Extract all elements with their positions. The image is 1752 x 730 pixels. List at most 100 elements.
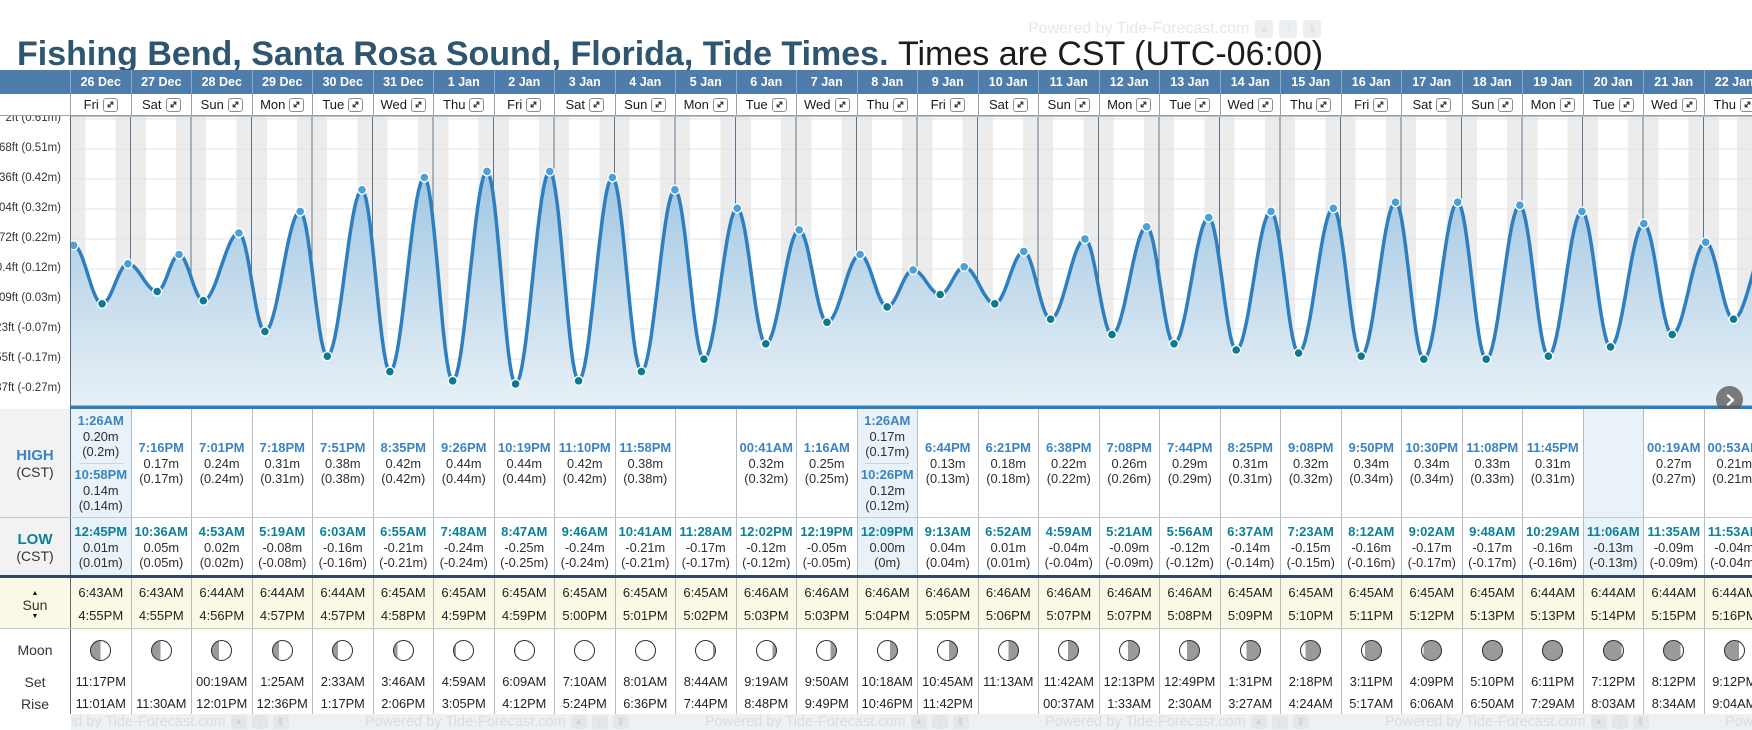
date-cell[interactable]: 27 Dec xyxy=(130,70,192,94)
date-cell[interactable]: 2 Jan xyxy=(493,70,555,94)
tide-height-m: 0.21m xyxy=(1716,455,1752,471)
expand-button[interactable] xyxy=(892,97,908,112)
tide-height-m: 0.32m xyxy=(748,455,785,471)
date-cell[interactable]: 13 Jan xyxy=(1159,70,1220,94)
date-cell[interactable]: 19 Jan xyxy=(1522,70,1583,94)
moon-cell xyxy=(796,629,857,671)
tide-height-paren: (-0.25m) xyxy=(500,555,549,570)
moonset-cell: 4:59AM xyxy=(433,670,494,693)
expand-button[interactable] xyxy=(1681,97,1697,112)
date-cell[interactable]: 29 Dec xyxy=(251,70,313,94)
expand-button[interactable] xyxy=(1739,97,1752,112)
low-dot xyxy=(989,298,1000,310)
tide-height-m: 0.04m xyxy=(929,539,966,555)
date-cell[interactable]: 31 Dec xyxy=(372,70,434,94)
tide-height-m: 0.32m xyxy=(1292,455,1329,471)
date-cell[interactable]: 22 Jan xyxy=(1703,70,1752,94)
date-cell[interactable]: 11 Jan xyxy=(1038,70,1099,94)
date-cell[interactable]: 10 Jan xyxy=(977,70,1039,94)
date-cell[interactable]: 14 Jan xyxy=(1219,70,1281,94)
moon-cell xyxy=(70,629,131,671)
day-name: Wed xyxy=(1227,97,1255,112)
moon-cell xyxy=(372,629,434,671)
expand-button[interactable] xyxy=(526,97,542,112)
day-cell: Sat xyxy=(977,94,1038,116)
expand-button[interactable] xyxy=(1436,97,1451,112)
expand-button[interactable] xyxy=(289,97,305,112)
tide-height-m: 0.02m xyxy=(203,539,240,555)
date-cell[interactable]: 5 Jan xyxy=(675,70,736,94)
expand-button[interactable] xyxy=(1074,97,1090,112)
high-cell: 00:19AM 0.27m (0.27m) xyxy=(1643,409,1704,517)
expand-icon xyxy=(1377,101,1384,108)
date-cell[interactable]: 28 Dec xyxy=(191,70,252,94)
moonset-time: 7:10AM xyxy=(562,674,607,689)
tide-height-paren: (0.17m) xyxy=(865,444,910,459)
high-dot xyxy=(1700,236,1711,248)
moonrise-cell: 3:05PM xyxy=(433,693,494,714)
tide-time: 9:08PM xyxy=(1287,439,1334,455)
moonset-cell: 9:19AM xyxy=(735,670,797,693)
date-cell[interactable]: 15 Jan xyxy=(1280,70,1341,94)
day-name: Fri xyxy=(507,97,523,112)
date-cell[interactable]: 3 Jan xyxy=(554,70,615,94)
tide-curve-svg xyxy=(70,117,1752,409)
expand-button[interactable] xyxy=(102,97,118,112)
day-cell: Mon xyxy=(675,94,736,116)
moonset-cell: 8:01AM xyxy=(614,670,676,693)
expand-button[interactable] xyxy=(1373,97,1389,112)
tide-height-paren: (0.13m) xyxy=(925,471,970,486)
date-cell[interactable]: 12 Jan xyxy=(1098,70,1160,94)
expand-button[interactable] xyxy=(1316,97,1332,112)
tide-height-m: -0.08m xyxy=(262,539,303,555)
date-cell[interactable]: 7 Jan xyxy=(796,70,857,94)
watermark-text: Powered by Tide-Forecast.com xyxy=(365,714,566,730)
expand-button[interactable] xyxy=(589,97,604,112)
tide-height-m: 0.42m xyxy=(385,455,422,471)
date-cell[interactable]: 30 Dec xyxy=(312,70,373,94)
tide-height-paren: (0.27m) xyxy=(1651,471,1696,486)
expand-button[interactable] xyxy=(411,97,426,112)
date-cell[interactable]: 6 Jan xyxy=(735,70,797,94)
high-cell: 1:16AM 0.25m (0.25m) xyxy=(796,409,857,517)
expand-button[interactable] xyxy=(165,97,181,112)
low-dot xyxy=(1355,350,1367,362)
expand-button[interactable] xyxy=(651,97,667,112)
expand-button[interactable] xyxy=(949,97,965,112)
expand-button[interactable] xyxy=(1559,97,1575,112)
date-cell[interactable]: 18 Jan xyxy=(1461,70,1523,94)
date-cell[interactable]: 9 Jan xyxy=(917,70,978,94)
day-cell: Tue xyxy=(1582,94,1643,116)
high-dot xyxy=(70,240,79,251)
day-cell: Fri xyxy=(917,94,978,116)
watermark-text: Powered by Tide-Forecast.com xyxy=(1385,714,1586,730)
date-cell[interactable]: 20 Jan xyxy=(1582,70,1644,94)
expand-button[interactable] xyxy=(1012,97,1028,112)
tide-height-m: -0.17m xyxy=(1472,539,1513,555)
date-cell[interactable]: 1 Jan xyxy=(433,70,494,94)
expand-button[interactable] xyxy=(712,97,728,112)
nav-next-button[interactable] xyxy=(1716,386,1743,409)
expand-button[interactable] xyxy=(771,97,787,112)
expand-button[interactable] xyxy=(1618,97,1634,112)
moon-cell xyxy=(1219,629,1281,671)
date-cell[interactable]: 8 Jan xyxy=(856,70,918,94)
expand-button[interactable] xyxy=(469,97,485,112)
expand-button[interactable] xyxy=(227,97,243,112)
date-cell[interactable]: 21 Jan xyxy=(1643,70,1704,94)
expand-button[interactable] xyxy=(1136,97,1152,112)
expand-button[interactable] xyxy=(834,97,850,112)
moon-cell xyxy=(675,629,736,671)
date-cell[interactable]: 4 Jan xyxy=(614,70,676,94)
expand-button[interactable] xyxy=(1195,97,1211,112)
sunrise-time: 6:45AM xyxy=(501,585,547,600)
low-cell: 12:02PM -0.12m (-0.12m) xyxy=(735,518,797,576)
expand-button[interactable] xyxy=(1258,97,1273,112)
tide-height-m: -0.05m xyxy=(806,539,847,555)
day-name: Sat xyxy=(988,97,1009,112)
date-cell[interactable]: 26 Dec xyxy=(70,70,131,94)
date-cell[interactable]: 17 Jan xyxy=(1401,70,1462,94)
date-cell[interactable]: 16 Jan xyxy=(1340,70,1402,94)
expand-button[interactable] xyxy=(1498,97,1514,112)
expand-button[interactable] xyxy=(348,97,364,112)
